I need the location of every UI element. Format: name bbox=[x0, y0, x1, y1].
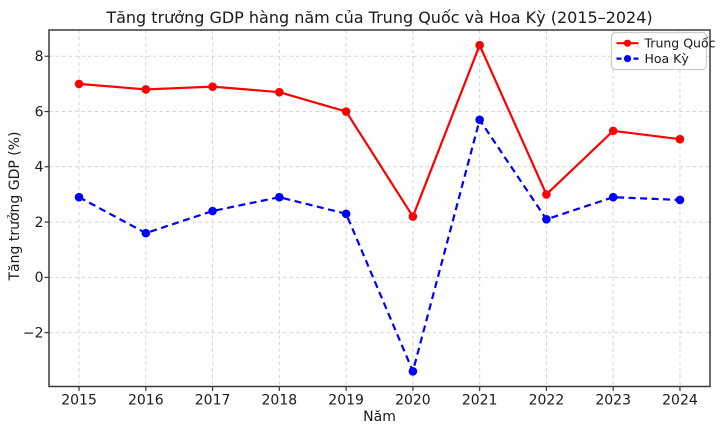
series-marker-1 bbox=[475, 115, 484, 125]
series-marker-0 bbox=[341, 107, 351, 116]
legend-label-0: Trung Quốc bbox=[644, 36, 716, 51]
y-tick-label: 2 bbox=[35, 215, 44, 231]
y-tick-label: 8 bbox=[35, 49, 44, 65]
y-tick-label: 4 bbox=[35, 160, 44, 176]
series-marker-1 bbox=[74, 192, 84, 202]
series-line-1 bbox=[78, 118, 681, 373]
x-tick-label: 2022 bbox=[529, 392, 565, 408]
legend-box bbox=[610, 31, 708, 71]
y-tick-label: −2 bbox=[23, 326, 44, 342]
series-marker-0 bbox=[208, 82, 217, 91]
x-axis-label: Năm bbox=[363, 409, 396, 425]
series-marker-0 bbox=[475, 40, 484, 50]
x-tick-label: 2018 bbox=[262, 392, 298, 408]
legend-label-1: Hoa Kỳ bbox=[645, 51, 690, 66]
series-marker-1 bbox=[542, 215, 551, 224]
series-marker-0 bbox=[141, 85, 151, 94]
series-marker-0 bbox=[675, 134, 685, 144]
series-marker-1 bbox=[675, 195, 685, 205]
x-tick-label: 2020 bbox=[395, 392, 431, 408]
series-marker-0 bbox=[408, 212, 418, 221]
x-tick-label: 2023 bbox=[595, 392, 631, 408]
x-tick-label: 2015 bbox=[61, 392, 97, 408]
y-tick-label: 0 bbox=[35, 270, 44, 286]
x-tick-label: 2024 bbox=[662, 392, 698, 408]
series-marker-0 bbox=[608, 126, 618, 136]
series-marker-1 bbox=[341, 209, 351, 219]
y-tick-label: 6 bbox=[35, 104, 44, 120]
series-marker-0 bbox=[74, 79, 84, 89]
series-marker-0 bbox=[275, 87, 284, 97]
series-line-0 bbox=[78, 44, 681, 218]
x-tick-label: 2016 bbox=[128, 392, 164, 408]
chart-title: Tăng trưởng GDP hàng năm của Trung Quốc … bbox=[106, 8, 653, 27]
series-marker-1 bbox=[608, 192, 618, 202]
series-marker-0 bbox=[542, 190, 551, 199]
legend-marker-0 bbox=[623, 39, 632, 47]
x-tick-label: 2017 bbox=[195, 392, 231, 408]
legend-marker-1 bbox=[623, 55, 632, 63]
series-marker-1 bbox=[141, 228, 151, 238]
series-marker-1 bbox=[408, 367, 418, 376]
series-marker-1 bbox=[275, 192, 284, 202]
x-tick-label: 2019 bbox=[328, 392, 364, 408]
x-tick-label: 2021 bbox=[462, 392, 498, 408]
series-marker-1 bbox=[208, 206, 217, 216]
axes-spines bbox=[48, 29, 711, 388]
